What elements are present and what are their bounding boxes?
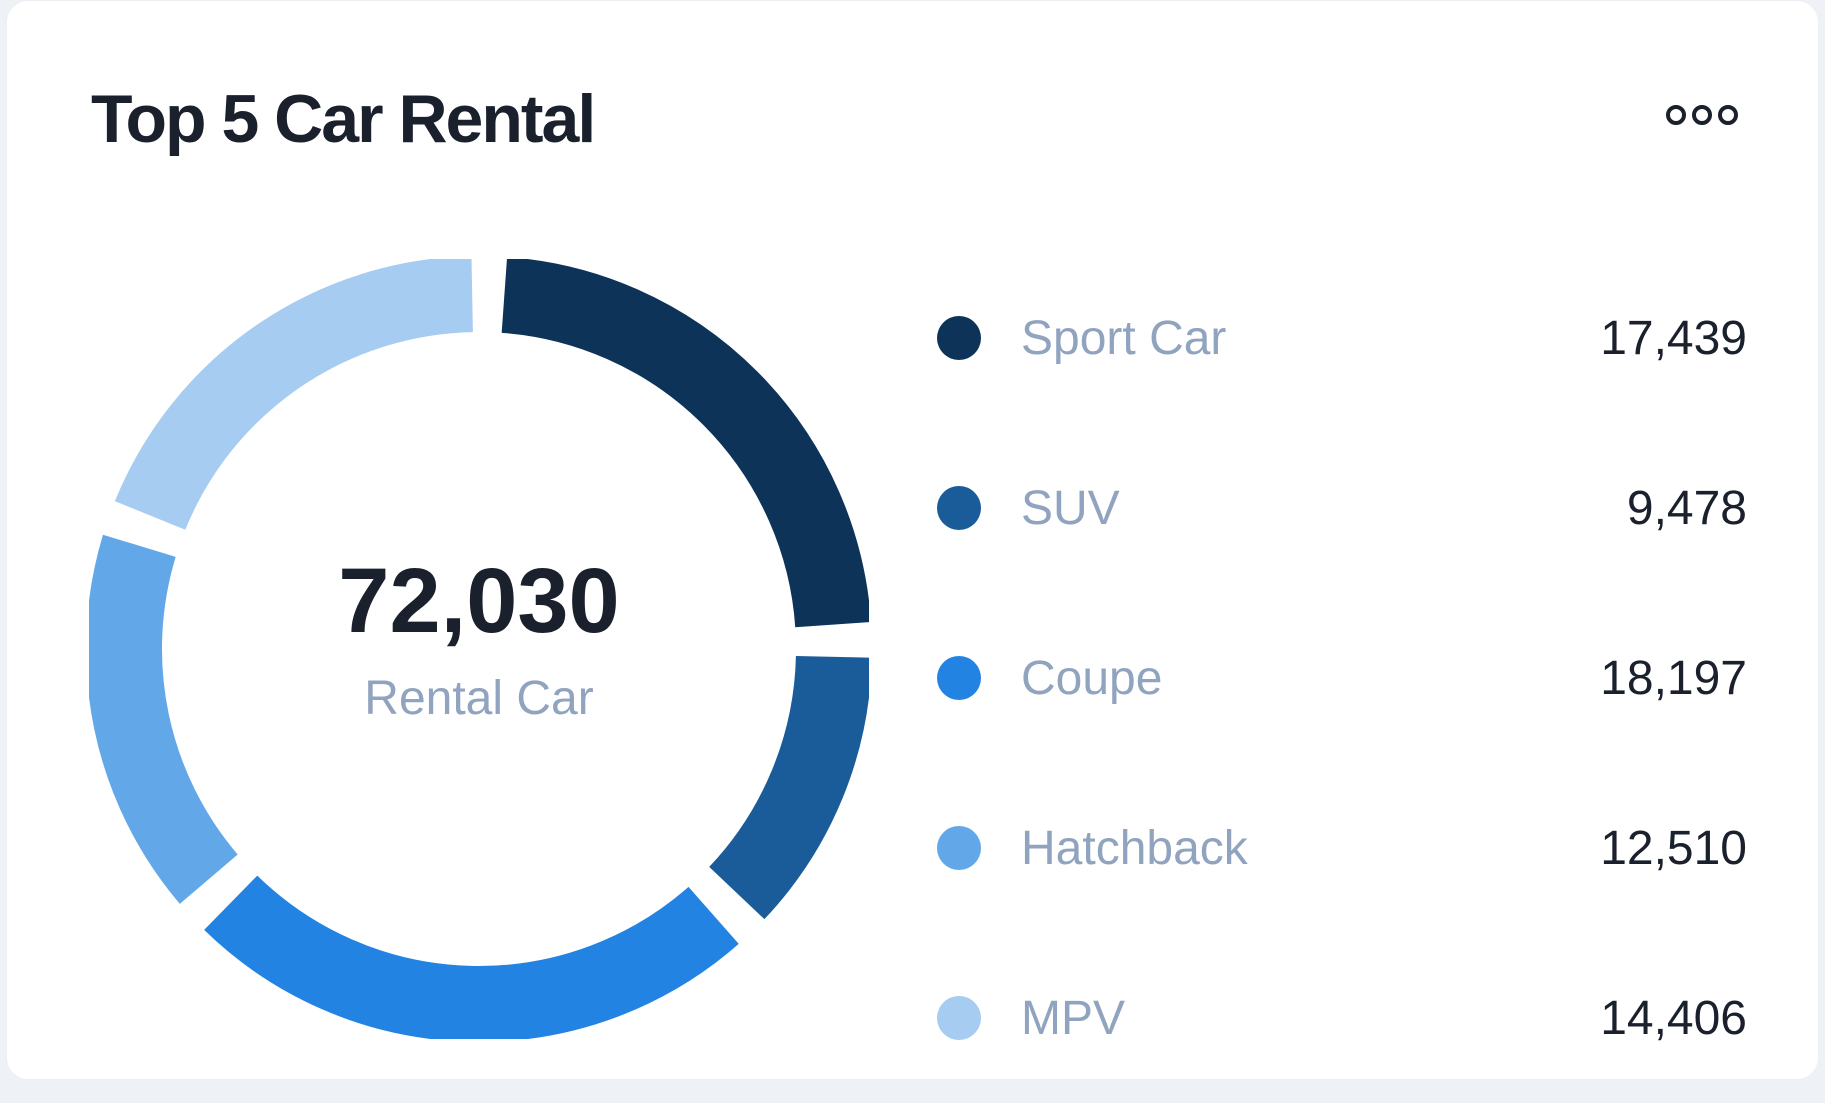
donut-center-label: Rental Car <box>364 672 594 725</box>
legend-swatch <box>937 996 981 1040</box>
more-options-button[interactable] <box>1657 93 1747 137</box>
donut-chart-svg <box>89 259 869 1039</box>
top-car-rental-card: Top 5 Car Rental 72,030 Rental Car Sport… <box>6 0 1819 1080</box>
legend-swatch <box>937 656 981 700</box>
legend-swatch <box>937 486 981 530</box>
legend-label: Coupe <box>1021 651 1163 705</box>
legend-value: 12,510 <box>1600 821 1747 875</box>
legend-swatch <box>937 316 981 360</box>
legend-value: 14,406 <box>1600 991 1747 1045</box>
donut-center-total: 72,030 <box>338 550 620 652</box>
card-title: Top 5 Car Rental <box>91 81 596 157</box>
donut-slice-sport-car[interactable] <box>501 259 869 628</box>
more-dot-icon <box>1718 105 1738 125</box>
legend-label: Sport Car <box>1021 311 1227 365</box>
donut-chart: 72,030 Rental Car <box>89 259 869 1039</box>
more-dot-icon <box>1666 105 1686 125</box>
legend-label: SUV <box>1021 481 1120 535</box>
legend-value: 9,478 <box>1626 481 1747 535</box>
legend-label: MPV <box>1021 991 1126 1045</box>
chart-legend: Sport Car 17,439 SUV 9,478 Coupe 18,197 Hatchb… <box>937 253 1747 1103</box>
donut-slice-coupe[interactable] <box>204 875 739 1039</box>
legend-value: 17,439 <box>1600 311 1747 365</box>
legend-item[interactable]: MPV 14,406 <box>937 933 1747 1103</box>
donut-slice-suv[interactable] <box>708 655 869 920</box>
legend-item[interactable]: Sport Car 17,439 <box>937 253 1747 423</box>
donut-slice-hatchback[interactable] <box>89 534 238 904</box>
more-dot-icon <box>1692 105 1712 125</box>
donut-slice-mpv[interactable] <box>114 259 474 531</box>
legend-value: 18,197 <box>1600 651 1747 705</box>
legend-label: Hatchback <box>1021 821 1248 875</box>
legend-item[interactable]: Hatchback 12,510 <box>937 763 1747 933</box>
legend-item[interactable]: SUV 9,478 <box>937 423 1747 593</box>
legend-item[interactable]: Coupe 18,197 <box>937 593 1747 763</box>
legend-swatch <box>937 826 981 870</box>
